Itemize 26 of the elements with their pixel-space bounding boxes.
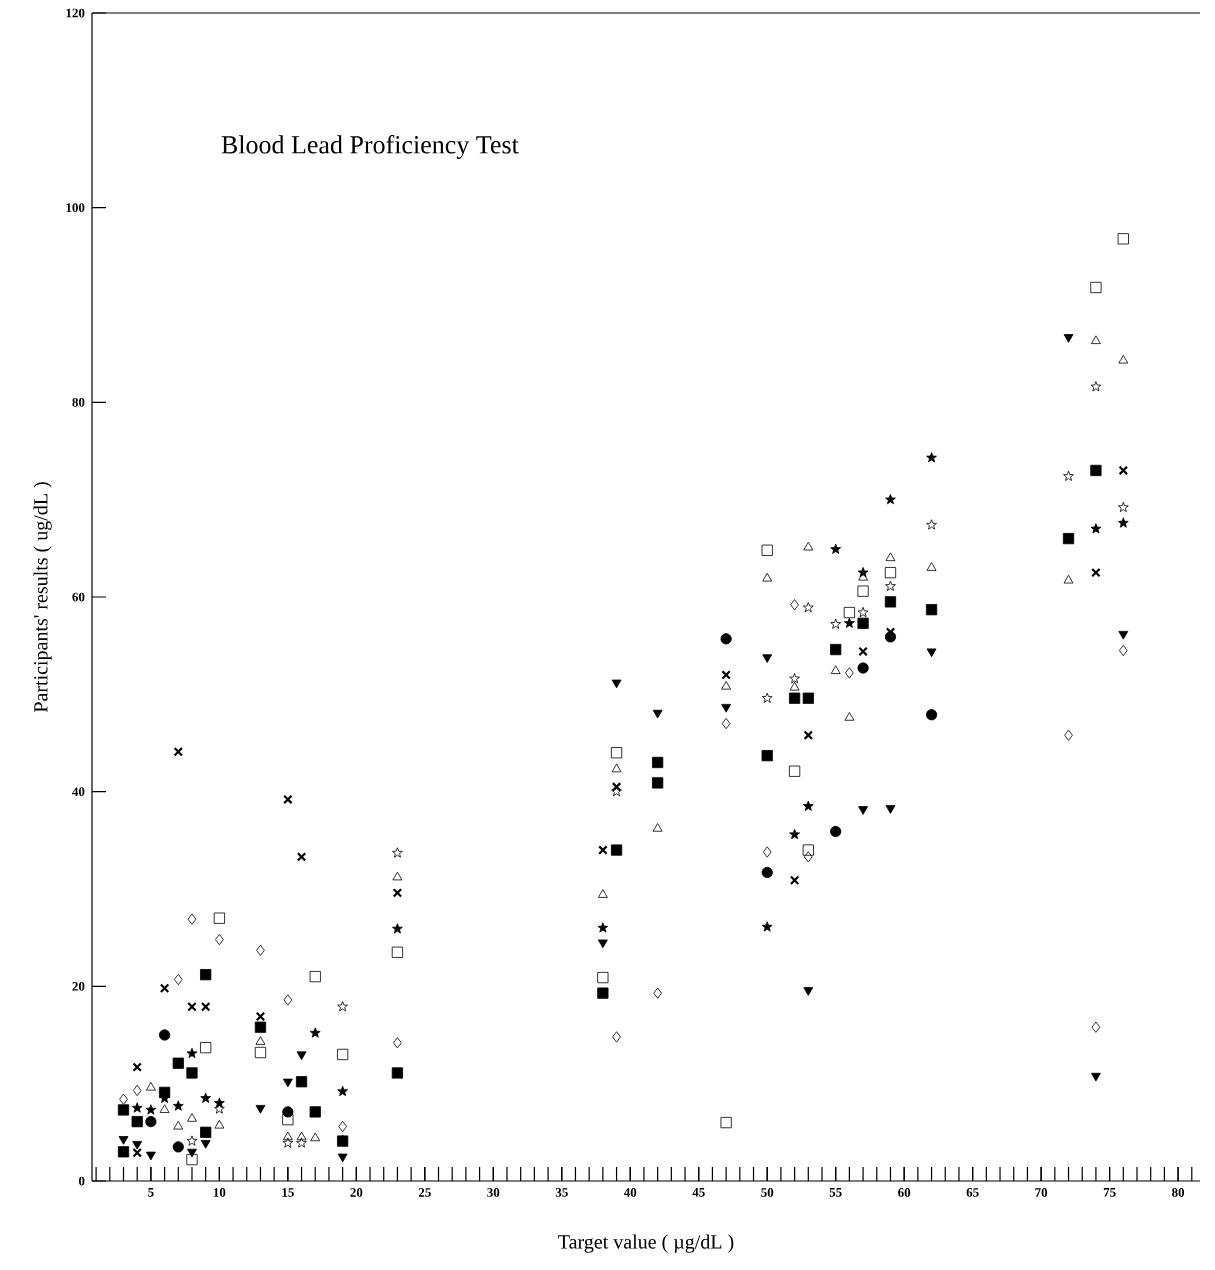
y-tick-label: 20 [72,981,85,991]
x-tick-label: 70 [1035,1188,1048,1197]
y-tick-label: 0 [78,1176,85,1186]
y-axis-title: Participants' results ( ug/dL ) [33,482,52,713]
y-tick-label: 100 [66,203,85,213]
x-tick-label: 30 [487,1188,500,1197]
x-tick-label: 65 [966,1188,979,1197]
text: Blood Lead Proficiency Test [221,135,519,159]
y-tick-label: 60 [72,592,85,602]
x-tick-label: 40 [623,1188,637,1197]
x-tick-label: 45 [692,1188,705,1197]
x-tick-label: 35 [555,1188,568,1197]
x-tick-label: 10 [213,1188,226,1197]
x-tick-label: 75 [1103,1188,1116,1197]
y-tick-label: 80 [72,397,85,407]
x-axis-title: Target value ( µg/dL ) [558,1234,734,1253]
x-tick-label: 5 [148,1188,154,1197]
x-tick-label: 55 [829,1188,842,1197]
x-tick-label: 50 [761,1188,774,1197]
x-tick-label: 60 [898,1188,911,1197]
x-tick-label: 15 [282,1188,294,1197]
x-tick-label: 25 [418,1188,431,1197]
y-tick-label: 120 [66,8,85,18]
y-tick-label: 40 [72,787,85,797]
x-tick-label: 20 [350,1188,363,1197]
x-tick-label: 80 [1172,1188,1185,1197]
